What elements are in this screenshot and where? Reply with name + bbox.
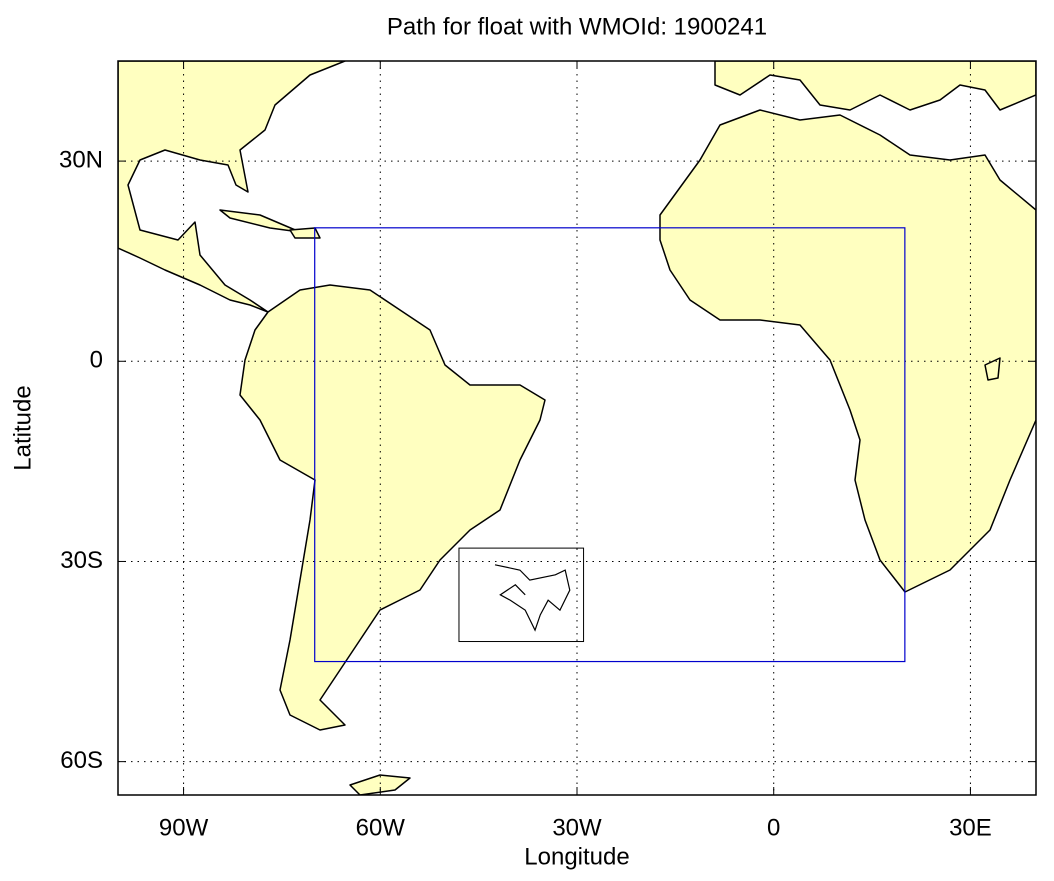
map-title: Path for float with WMOId: 1900241 <box>387 13 767 40</box>
x-tick-label: 30E <box>949 814 992 841</box>
south-america <box>239 284 546 731</box>
x-tick-label: 30W <box>552 814 602 841</box>
x-axis-label: Longitude <box>524 843 629 870</box>
y-tick-label: 60S <box>60 747 103 774</box>
africa <box>659 109 1036 593</box>
inset-box <box>458 547 585 643</box>
float-track <box>494 564 571 632</box>
x-tick-label: 0 <box>767 814 780 841</box>
antarctic-islands <box>349 774 411 795</box>
north-america <box>118 61 346 313</box>
region-box <box>314 227 906 663</box>
coastlines <box>118 61 1036 795</box>
y-tick-label: 30N <box>59 146 103 173</box>
x-tick-label: 60W <box>356 814 406 841</box>
europe <box>714 61 1036 111</box>
hispaniola <box>289 227 321 239</box>
madagascar <box>984 357 1001 381</box>
y-tick-label: 0 <box>90 347 103 374</box>
x-tick-label: 90W <box>159 814 209 841</box>
y-tick-label: 30S <box>60 547 103 574</box>
cuba <box>219 209 301 233</box>
y-axis-label: Latitude <box>9 385 36 470</box>
